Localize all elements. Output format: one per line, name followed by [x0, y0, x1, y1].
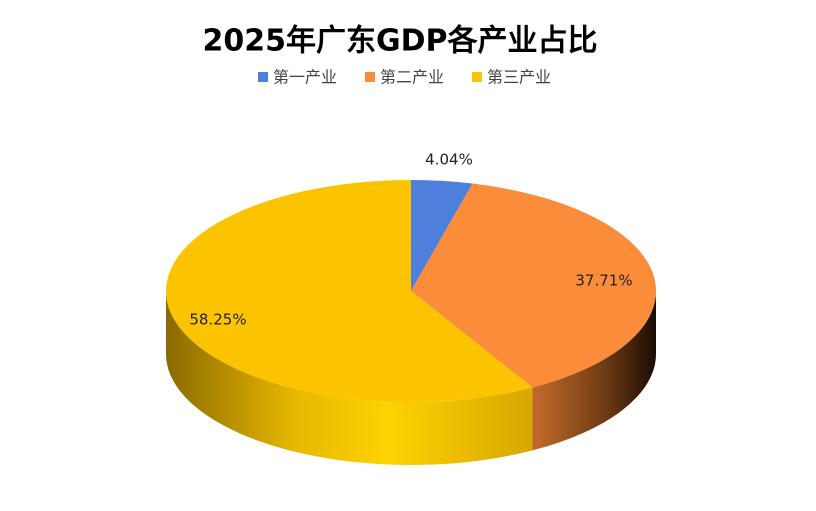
data-label: 4.04%: [425, 151, 473, 169]
slice-side: [532, 291, 656, 451]
legend-label: 第一产业: [273, 68, 337, 87]
slice: [411, 180, 473, 291]
legend-swatch: [365, 72, 375, 82]
legend-swatch: [472, 72, 482, 82]
slice-side: [166, 291, 533, 466]
legend-label: 第二产业: [380, 68, 444, 87]
slice: [411, 183, 656, 388]
data-label: 58.25%: [189, 311, 246, 329]
slice: [166, 180, 533, 402]
data-label: 37.71%: [575, 272, 632, 290]
legend-label: 第三产业: [487, 68, 551, 87]
chart-title: 2025年广东GDP各产业占比: [202, 24, 597, 59]
legend-swatch: [258, 72, 268, 82]
